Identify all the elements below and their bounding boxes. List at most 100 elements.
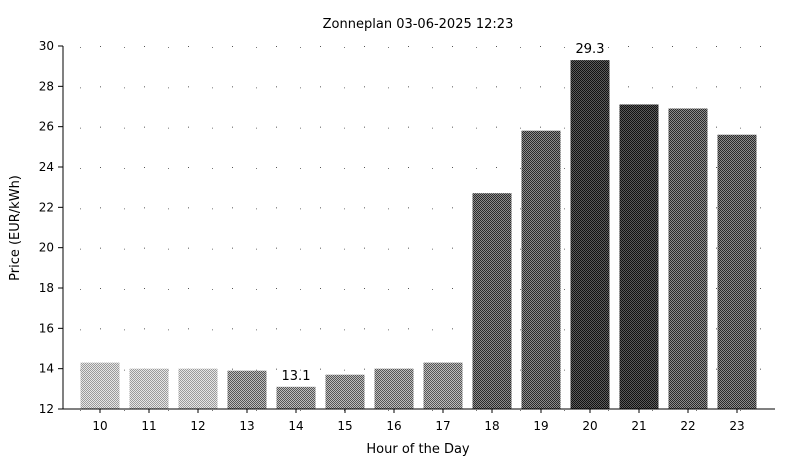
grid-dot bbox=[520, 127, 521, 129]
grid-dot bbox=[760, 86, 761, 88]
grid-dot bbox=[364, 328, 365, 330]
grid-dot bbox=[716, 368, 717, 370]
y-tick-label: 14 bbox=[39, 362, 54, 376]
x-axis-label: Hour of the Day bbox=[366, 442, 470, 457]
y-tick-label: 16 bbox=[39, 321, 54, 335]
grid-dot bbox=[432, 248, 433, 250]
grid-dot bbox=[564, 289, 565, 290]
grid-dot bbox=[256, 127, 257, 129]
y-tick-label: 22 bbox=[39, 200, 54, 214]
x-tick-label: 23 bbox=[729, 419, 744, 433]
bar-21 bbox=[619, 104, 659, 409]
grid-dot bbox=[344, 329, 345, 331]
grid-dot bbox=[212, 248, 213, 250]
x-tick-label: 13 bbox=[239, 419, 254, 433]
grid-dot bbox=[124, 329, 125, 331]
grid-dot bbox=[320, 288, 321, 289]
grid-dot bbox=[716, 126, 717, 128]
grid-dot bbox=[100, 207, 101, 209]
grid-dot bbox=[476, 168, 477, 169]
grid-dot bbox=[696, 47, 697, 48]
grid-dot bbox=[540, 126, 541, 128]
grid-dot bbox=[388, 410, 389, 411]
grid-dot bbox=[124, 208, 125, 210]
grid-dot bbox=[188, 167, 189, 168]
grid-dot bbox=[80, 127, 81, 129]
grid-dot bbox=[740, 87, 741, 89]
y-ticks: 12 14 16 18 20 22 24 26 28 30 bbox=[39, 39, 63, 416]
x-ticks: 10 11 12 13 14 15 16 17 18 19 20 21 22 23 bbox=[92, 409, 745, 433]
grid-dot bbox=[476, 410, 477, 411]
grid-dot bbox=[432, 127, 433, 129]
grid-dot bbox=[432, 410, 433, 411]
grid-dot bbox=[388, 47, 389, 48]
grid-dot bbox=[320, 126, 321, 128]
grid-dot bbox=[388, 87, 389, 89]
grid-dot bbox=[300, 208, 301, 210]
grid-dot bbox=[452, 126, 453, 128]
grid-dot bbox=[256, 329, 257, 331]
grid-dot bbox=[232, 288, 233, 289]
grid-dot bbox=[276, 328, 277, 330]
x-tick-label: 11 bbox=[141, 419, 156, 433]
grid-dot bbox=[100, 167, 101, 168]
grid-dot bbox=[364, 126, 365, 128]
grid-dot bbox=[520, 410, 521, 411]
grid-dot bbox=[232, 368, 233, 370]
grid-dot bbox=[232, 167, 233, 168]
grid-dot bbox=[320, 328, 321, 330]
grid-dot bbox=[124, 168, 125, 169]
grid-dot bbox=[320, 167, 321, 168]
grid-dot bbox=[320, 207, 321, 209]
data-labels: 13.1 29.3 bbox=[282, 42, 605, 384]
grid-dot bbox=[188, 247, 189, 249]
grid-dot bbox=[256, 248, 257, 250]
grid-dot bbox=[432, 47, 433, 48]
grid-dot bbox=[364, 167, 365, 168]
grid-dot bbox=[144, 86, 145, 88]
grid-dot bbox=[364, 288, 365, 289]
grid-dot bbox=[476, 127, 477, 129]
grid-dot bbox=[212, 289, 213, 290]
grid-dot bbox=[320, 86, 321, 88]
grid-dot bbox=[300, 369, 301, 371]
grid-dot bbox=[564, 410, 565, 411]
grid-dot bbox=[256, 369, 257, 371]
grid-dot bbox=[300, 329, 301, 331]
grid-dot bbox=[344, 168, 345, 169]
bar-19 bbox=[521, 130, 561, 409]
grid-dot bbox=[564, 127, 565, 129]
x-tick-label: 22 bbox=[680, 419, 695, 433]
grid-dot bbox=[564, 47, 565, 48]
grid-dot bbox=[144, 328, 145, 330]
grid-dot bbox=[256, 87, 257, 89]
grid-dot bbox=[300, 168, 301, 169]
x-tick-label: 17 bbox=[435, 419, 450, 433]
grid-dot bbox=[344, 208, 345, 210]
grid-dot bbox=[540, 86, 541, 88]
grid-dot bbox=[320, 368, 321, 370]
grid-dot bbox=[80, 410, 81, 411]
grid-dot bbox=[388, 127, 389, 129]
x-tick-label: 20 bbox=[582, 419, 597, 433]
grid-dot bbox=[168, 289, 169, 290]
grid-dot bbox=[188, 207, 189, 209]
grid-dot bbox=[628, 46, 629, 47]
grid-dot bbox=[716, 207, 717, 209]
grid-dot bbox=[408, 247, 409, 249]
grid-dot bbox=[80, 329, 81, 331]
y-tick-label: 12 bbox=[39, 402, 54, 416]
grid-dot bbox=[564, 168, 565, 169]
grid-dot bbox=[168, 410, 169, 411]
grid-dot bbox=[276, 167, 277, 168]
grid-dot bbox=[452, 86, 453, 88]
grid-dot bbox=[520, 369, 521, 371]
grid-dot bbox=[564, 87, 565, 89]
x-tick-label: 19 bbox=[533, 419, 548, 433]
grid-dot bbox=[124, 289, 125, 290]
grid-dot bbox=[256, 208, 257, 210]
grid-dot bbox=[716, 328, 717, 330]
grid-dot bbox=[408, 46, 409, 47]
grid-dot bbox=[144, 46, 145, 47]
grid-dot bbox=[212, 127, 213, 129]
